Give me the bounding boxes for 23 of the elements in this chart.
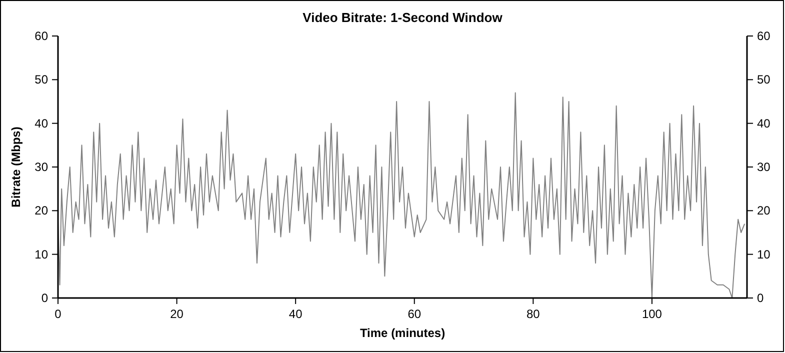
- y-tick-label: 20: [34, 204, 48, 218]
- x-tick-label: 60: [408, 307, 422, 321]
- y2-tick-label: 40: [757, 116, 771, 130]
- x-tick-label: 80: [526, 307, 540, 321]
- y-tick-label: 60: [34, 29, 48, 43]
- y-tick-label: 40: [34, 116, 48, 130]
- x-tick-label: 20: [170, 307, 184, 321]
- y2-tick-label: 20: [757, 204, 771, 218]
- x-tick-label: 40: [288, 307, 303, 321]
- y-tick-label: 50: [34, 72, 48, 87]
- x-tick-label: 100: [642, 307, 662, 321]
- y2-tick-label: 30: [757, 160, 771, 174]
- y2-tick-label: 10: [757, 247, 771, 262]
- x-axis-title: Time (minutes): [360, 326, 446, 340]
- y-axis-title: Bitrate (Mbps): [9, 126, 23, 208]
- chart-title: Video Bitrate: 1-Second Window: [302, 10, 504, 25]
- y2-tick-label: 60: [757, 29, 771, 43]
- y-tick-label: 30: [34, 160, 48, 174]
- y-tick-label: 0: [41, 291, 48, 305]
- y2-tick-label: 0: [757, 291, 764, 305]
- y2-tick-label: 50: [757, 72, 771, 87]
- x-tick-label: 0: [54, 307, 62, 321]
- y-tick-label: 10: [34, 247, 48, 262]
